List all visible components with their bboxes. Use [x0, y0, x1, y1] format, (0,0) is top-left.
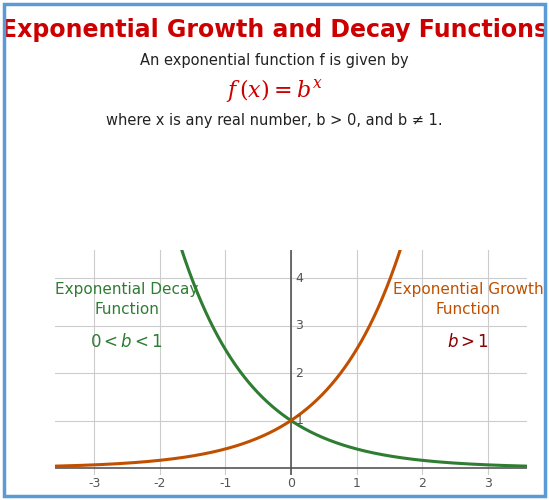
Text: 2: 2 — [418, 478, 426, 490]
Text: An exponential function f is given by: An exponential function f is given by — [140, 52, 409, 68]
Text: -2: -2 — [154, 478, 166, 490]
Text: Exponential Growth
Function: Exponential Growth Function — [393, 282, 544, 317]
Text: -3: -3 — [88, 478, 100, 490]
Text: Exponential Decay
Function: Exponential Decay Function — [55, 282, 199, 317]
Text: 1: 1 — [295, 414, 304, 427]
Text: $0 < b < 1$: $0 < b < 1$ — [91, 334, 164, 351]
Text: 4: 4 — [295, 272, 304, 285]
Text: $f\,(x) = b^x$: $f\,(x) = b^x$ — [226, 78, 323, 104]
Text: $b > 1$: $b > 1$ — [447, 334, 489, 351]
Text: 3: 3 — [484, 478, 492, 490]
Text: 2: 2 — [295, 366, 304, 380]
Text: -1: -1 — [219, 478, 232, 490]
Text: 3: 3 — [295, 320, 304, 332]
Text: where x is any real number, b > 0, and b ≠ 1.: where x is any real number, b > 0, and b… — [106, 112, 443, 128]
Text: 0: 0 — [287, 478, 295, 490]
Text: Exponential Growth and Decay Functions: Exponential Growth and Decay Functions — [1, 18, 548, 42]
Text: 1: 1 — [352, 478, 361, 490]
